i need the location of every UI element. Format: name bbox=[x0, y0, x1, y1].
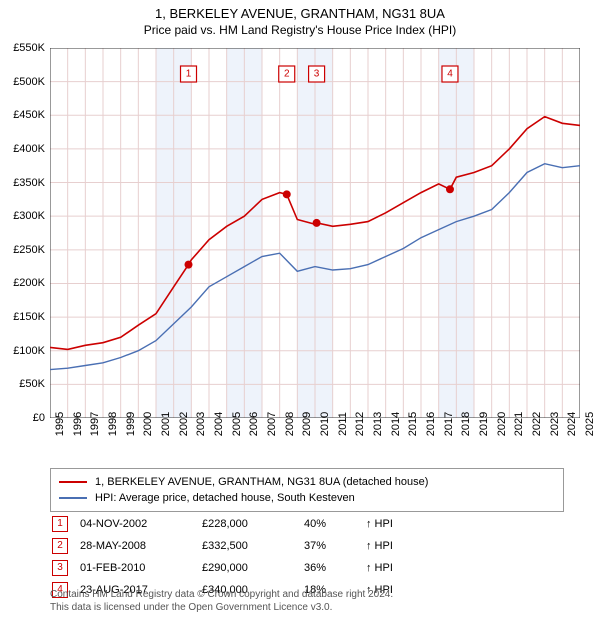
chart-container: { "title": "1, BERKELEY AVENUE, GRANTHAM… bbox=[0, 0, 600, 620]
x-tick-label: 2017 bbox=[443, 412, 455, 436]
sale-price: £228,000 bbox=[202, 514, 302, 534]
legend-label-property: 1, BERKELEY AVENUE, GRANTHAM, NG31 8UA (… bbox=[95, 476, 428, 488]
x-tick-label: 2021 bbox=[513, 412, 525, 436]
x-tick-label: 2025 bbox=[584, 412, 596, 436]
x-tick-label: 2012 bbox=[354, 412, 366, 436]
y-tick-label: £0 bbox=[33, 412, 45, 424]
sale-pct: 37% bbox=[304, 536, 364, 556]
sale-date: 01-FEB-2010 bbox=[80, 558, 200, 578]
x-tick-label: 2007 bbox=[266, 412, 278, 436]
x-tick-label: 1998 bbox=[107, 412, 119, 436]
y-tick-label: £400K bbox=[13, 143, 45, 155]
legend-item-hpi: HPI: Average price, detached house, Sout… bbox=[59, 490, 555, 506]
sale-vs-hpi: ↑ HPI bbox=[366, 558, 403, 578]
chart-svg: 1 2 3 4 bbox=[50, 48, 580, 418]
y-tick-label: £250K bbox=[13, 244, 45, 256]
x-tick-label: 2000 bbox=[142, 412, 154, 436]
x-tick-label: 2005 bbox=[231, 412, 243, 436]
svg-text:4: 4 bbox=[447, 69, 453, 80]
x-tick-label: 2006 bbox=[248, 412, 260, 436]
legend-label-hpi: HPI: Average price, detached house, Sout… bbox=[95, 492, 355, 504]
y-tick-label: £200K bbox=[13, 277, 45, 289]
legend-swatch-property bbox=[59, 481, 87, 483]
sale-pct: 36% bbox=[304, 558, 364, 578]
x-tick-label: 1995 bbox=[54, 412, 66, 436]
y-tick-label: £450K bbox=[13, 109, 45, 121]
attribution-footer: Contains HM Land Registry data © Crown c… bbox=[50, 588, 393, 614]
svg-text:2: 2 bbox=[284, 69, 290, 80]
x-tick-label: 2022 bbox=[531, 412, 543, 436]
sale-price: £332,500 bbox=[202, 536, 302, 556]
y-tick-label: £350K bbox=[13, 177, 45, 189]
x-tick-label: 2023 bbox=[549, 412, 561, 436]
legend: 1, BERKELEY AVENUE, GRANTHAM, NG31 8UA (… bbox=[50, 468, 564, 512]
x-tick-label: 2003 bbox=[195, 412, 207, 436]
plot-area: 1 2 3 4 bbox=[50, 48, 580, 418]
footer-line-1: Contains HM Land Registry data © Crown c… bbox=[50, 588, 393, 601]
sale-marker-3: 3 bbox=[52, 560, 68, 576]
x-tick-label: 2001 bbox=[160, 412, 172, 436]
footer-line-2: This data is licensed under the Open Gov… bbox=[50, 601, 393, 614]
sale-marker-1: 1 bbox=[52, 516, 68, 532]
x-tick-label: 2020 bbox=[496, 412, 508, 436]
x-tick-label: 2010 bbox=[319, 412, 331, 436]
y-tick-label: £150K bbox=[13, 311, 45, 323]
table-row: 3 01-FEB-2010£290,00036%↑ HPI bbox=[52, 558, 403, 578]
sale-vs-hpi: ↑ HPI bbox=[366, 514, 403, 534]
chart-subtitle: Price paid vs. HM Land Registry's House … bbox=[0, 21, 600, 41]
legend-swatch-hpi bbox=[59, 497, 87, 499]
x-tick-label: 2014 bbox=[390, 412, 402, 436]
legend-item-property: 1, BERKELEY AVENUE, GRANTHAM, NG31 8UA (… bbox=[59, 474, 555, 490]
table-row: 1 04-NOV-2002£228,00040%↑ HPI bbox=[52, 514, 403, 534]
y-tick-label: £100K bbox=[13, 345, 45, 357]
x-tick-label: 2008 bbox=[284, 412, 296, 436]
x-tick-label: 2009 bbox=[301, 412, 313, 436]
x-tick-label: 2002 bbox=[178, 412, 190, 436]
x-tick-label: 1997 bbox=[89, 412, 101, 436]
x-tick-label: 2015 bbox=[407, 412, 419, 436]
x-tick-label: 2018 bbox=[460, 412, 472, 436]
table-row: 2 28-MAY-2008£332,50037%↑ HPI bbox=[52, 536, 403, 556]
y-tick-label: £500K bbox=[13, 76, 45, 88]
x-tick-label: 2004 bbox=[213, 412, 225, 436]
x-tick-label: 1999 bbox=[125, 412, 137, 436]
y-tick-label: £50K bbox=[19, 378, 45, 390]
chart-title: 1, BERKELEY AVENUE, GRANTHAM, NG31 8UA bbox=[0, 0, 600, 21]
sale-vs-hpi: ↑ HPI bbox=[366, 536, 403, 556]
x-tick-label: 2013 bbox=[372, 412, 384, 436]
svg-text:1: 1 bbox=[186, 69, 192, 80]
sale-pct: 40% bbox=[304, 514, 364, 534]
sale-date: 28-MAY-2008 bbox=[80, 536, 200, 556]
x-tick-label: 2019 bbox=[478, 412, 490, 436]
y-tick-label: £550K bbox=[13, 42, 45, 54]
y-tick-label: £300K bbox=[13, 210, 45, 222]
x-tick-label: 1996 bbox=[72, 412, 84, 436]
svg-text:3: 3 bbox=[314, 69, 320, 80]
sale-marker-2: 2 bbox=[52, 538, 68, 554]
sale-date: 04-NOV-2002 bbox=[80, 514, 200, 534]
x-tick-label: 2016 bbox=[425, 412, 437, 436]
sale-price: £290,000 bbox=[202, 558, 302, 578]
x-tick-label: 2024 bbox=[566, 412, 578, 436]
x-tick-label: 2011 bbox=[337, 412, 349, 436]
